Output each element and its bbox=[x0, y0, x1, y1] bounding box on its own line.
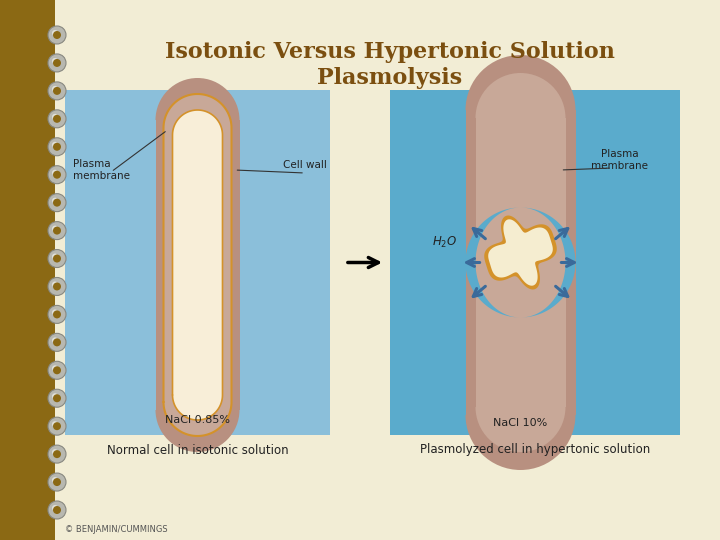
Circle shape bbox=[48, 501, 66, 519]
Circle shape bbox=[53, 87, 61, 95]
Text: © BENJAMIN/CUMMINGS: © BENJAMIN/CUMMINGS bbox=[65, 525, 168, 534]
Wedge shape bbox=[163, 94, 232, 128]
Text: Isotonic Versus Hypertonic Solution: Isotonic Versus Hypertonic Solution bbox=[165, 41, 615, 63]
Circle shape bbox=[52, 365, 58, 372]
Circle shape bbox=[53, 506, 61, 514]
Wedge shape bbox=[475, 73, 565, 118]
Circle shape bbox=[53, 478, 61, 486]
Bar bbox=[163, 128, 232, 402]
Text: Plasma
membrane: Plasma membrane bbox=[73, 159, 130, 181]
Circle shape bbox=[53, 366, 61, 374]
Wedge shape bbox=[466, 415, 575, 470]
Circle shape bbox=[52, 421, 58, 427]
Circle shape bbox=[48, 221, 66, 240]
Circle shape bbox=[48, 26, 66, 44]
Circle shape bbox=[52, 30, 58, 36]
Circle shape bbox=[52, 142, 58, 148]
Text: Cell wall: Cell wall bbox=[283, 160, 327, 170]
Circle shape bbox=[53, 450, 61, 458]
Wedge shape bbox=[475, 407, 565, 452]
Circle shape bbox=[48, 194, 66, 212]
Circle shape bbox=[48, 445, 66, 463]
Circle shape bbox=[52, 505, 58, 511]
Circle shape bbox=[48, 54, 66, 72]
Wedge shape bbox=[156, 78, 240, 120]
Text: Plasmolyzed cell in hypertonic solution: Plasmolyzed cell in hypertonic solution bbox=[420, 443, 650, 456]
Circle shape bbox=[53, 171, 61, 179]
Circle shape bbox=[52, 477, 58, 483]
Circle shape bbox=[48, 278, 66, 295]
Circle shape bbox=[52, 86, 58, 92]
Circle shape bbox=[53, 394, 61, 402]
Circle shape bbox=[52, 309, 58, 315]
Wedge shape bbox=[163, 402, 232, 436]
Circle shape bbox=[52, 58, 58, 64]
Circle shape bbox=[53, 115, 61, 123]
Circle shape bbox=[48, 361, 66, 379]
Circle shape bbox=[53, 227, 61, 234]
Circle shape bbox=[48, 333, 66, 352]
Circle shape bbox=[52, 338, 58, 343]
Bar bbox=[65, 90, 330, 435]
Circle shape bbox=[53, 31, 61, 39]
Circle shape bbox=[48, 82, 66, 100]
Bar bbox=[466, 110, 575, 415]
Circle shape bbox=[48, 166, 66, 184]
Circle shape bbox=[53, 282, 61, 291]
Circle shape bbox=[52, 226, 58, 232]
Bar bbox=[156, 120, 240, 410]
Circle shape bbox=[52, 393, 58, 399]
Circle shape bbox=[52, 170, 58, 176]
Text: Normal cell in isotonic solution: Normal cell in isotonic solution bbox=[107, 443, 288, 456]
Polygon shape bbox=[485, 215, 557, 289]
Text: NaCl 0.85%: NaCl 0.85% bbox=[165, 415, 230, 425]
Wedge shape bbox=[173, 395, 222, 420]
Circle shape bbox=[53, 310, 61, 319]
Circle shape bbox=[53, 143, 61, 151]
Bar bbox=[173, 135, 222, 395]
Circle shape bbox=[53, 422, 61, 430]
Circle shape bbox=[52, 253, 58, 260]
Circle shape bbox=[53, 199, 61, 207]
Circle shape bbox=[48, 417, 66, 435]
Circle shape bbox=[53, 339, 61, 346]
Circle shape bbox=[48, 473, 66, 491]
Circle shape bbox=[48, 306, 66, 323]
Wedge shape bbox=[156, 410, 240, 452]
Polygon shape bbox=[521, 207, 575, 318]
Circle shape bbox=[53, 254, 61, 262]
Wedge shape bbox=[466, 55, 575, 110]
Circle shape bbox=[52, 114, 58, 120]
Circle shape bbox=[52, 449, 58, 455]
Circle shape bbox=[48, 389, 66, 407]
Wedge shape bbox=[173, 110, 222, 135]
Text: Plasmolysis: Plasmolysis bbox=[318, 67, 462, 89]
Circle shape bbox=[48, 249, 66, 267]
Text: NaCl 10%: NaCl 10% bbox=[493, 418, 548, 428]
Circle shape bbox=[48, 110, 66, 128]
Circle shape bbox=[53, 59, 61, 67]
Circle shape bbox=[52, 198, 58, 204]
Text: $H_2O$: $H_2O$ bbox=[432, 235, 457, 250]
Polygon shape bbox=[466, 207, 521, 318]
Polygon shape bbox=[488, 219, 553, 286]
Circle shape bbox=[48, 138, 66, 156]
Circle shape bbox=[52, 281, 58, 287]
Bar bbox=[475, 118, 565, 407]
Bar bbox=[390, 90, 680, 435]
Polygon shape bbox=[55, 0, 720, 540]
Text: Plasma
membrane: Plasma membrane bbox=[592, 149, 649, 171]
